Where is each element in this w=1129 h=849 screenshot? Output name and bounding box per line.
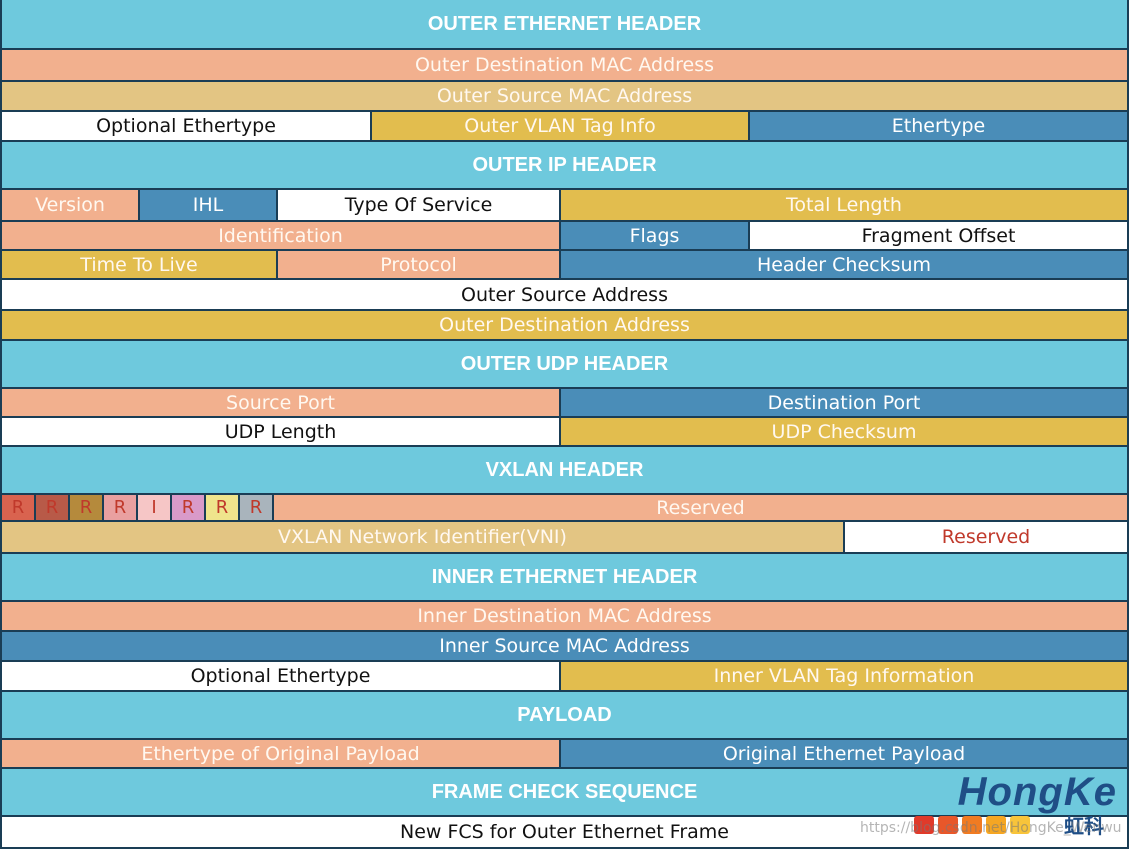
fcs-header-title: FRAME CHECK SEQUENCE: [2, 769, 1127, 815]
logo-square: [938, 816, 958, 834]
vxlan-flag-r: R: [36, 495, 70, 520]
logo-square: [1010, 816, 1030, 834]
vxlan-flag-r: R: [2, 495, 36, 520]
inner-ethernet-header-title: INNER ETHERNET HEADER: [2, 554, 1127, 600]
ip-version-row: Version IHL Type Of Service Total Length: [2, 190, 1127, 220]
watermark-url: https://blog.csdn.net/HongKe_Wenwu: [860, 820, 1122, 836]
payload-header-title: PAYLOAD: [2, 692, 1127, 738]
outer-dest-mac-row: Outer Destination MAC Address: [2, 50, 1127, 80]
vxlan-reserved-2-field: Reserved: [845, 522, 1127, 552]
vxlan-vni-field: VXLAN Network Identifier(VNI): [2, 522, 845, 552]
payload-header-row: PAYLOAD: [2, 692, 1127, 738]
ip-identification-row: Identification Flags Fragment Offset: [2, 222, 1127, 249]
ip-version-field: Version: [2, 190, 140, 220]
vxlan-header-title: VXLAN HEADER: [2, 447, 1127, 493]
vxlan-header-row: VXLAN HEADER: [2, 447, 1127, 493]
ip-ihl-field: IHL: [140, 190, 278, 220]
logo-color-squares: [914, 816, 1030, 834]
logo-square: [914, 816, 934, 834]
outer-ip-header-row: OUTER IP HEADER: [2, 142, 1127, 188]
ip-ttl-row: Time To Live Protocol Header Checksum: [2, 251, 1127, 278]
outer-ip-header-title: OUTER IP HEADER: [2, 142, 1127, 188]
outer-vlan-tag-field: Outer VLAN Tag Info: [372, 112, 750, 140]
payload-ethertype-field: Ethertype of Original Payload: [2, 740, 561, 767]
inner-optional-ethertype-field: Optional Ethertype: [2, 662, 561, 690]
udp-src-port-field: Source Port: [2, 389, 561, 416]
vxlan-reserved-field: Reserved: [274, 495, 1127, 520]
vxlan-vni-row: VXLAN Network Identifier(VNI) Reserved: [2, 522, 1127, 552]
ip-protocol-field: Protocol: [278, 251, 561, 278]
outer-optional-ethertype-field: Optional Ethertype: [2, 112, 372, 140]
outer-udp-header-title: OUTER UDP HEADER: [2, 341, 1127, 387]
fcs-header-row: FRAME CHECK SEQUENCE: [2, 769, 1127, 815]
ip-flags-field: Flags: [561, 222, 750, 249]
vxlan-flags-row: R R R R I R R R Reserved: [2, 495, 1127, 520]
inner-src-mac-row: Inner Source MAC Address: [2, 632, 1127, 660]
ip-header-checksum-field: Header Checksum: [561, 251, 1127, 278]
outer-src-mac-row: Outer Source MAC Address: [2, 82, 1127, 110]
inner-ethertype-row: Optional Ethertype Inner VLAN Tag Inform…: [2, 662, 1127, 690]
inner-ethernet-header-row: INNER ETHERNET HEADER: [2, 554, 1127, 600]
logo-text: HongKe: [957, 770, 1117, 814]
ip-src-addr-field: Outer Source Address: [2, 280, 1127, 309]
ip-src-addr-row: Outer Source Address: [2, 280, 1127, 309]
ip-dst-addr-field: Outer Destination Address: [2, 311, 1127, 339]
udp-length-field: UDP Length: [2, 418, 561, 445]
logo-square: [986, 816, 1006, 834]
outer-src-mac-field: Outer Source MAC Address: [2, 82, 1127, 110]
ip-ttl-field: Time To Live: [2, 251, 278, 278]
original-payload-field: Original Ethernet Payload: [561, 740, 1127, 767]
vxlan-flag-r: R: [240, 495, 274, 520]
outer-dest-mac-field: Outer Destination MAC Address: [2, 50, 1127, 80]
outer-ethernet-header-title: OUTER ETHERNET HEADER: [2, 0, 1127, 48]
inner-dest-mac-field: Inner Destination MAC Address: [2, 602, 1127, 630]
vxlan-flag-r: R: [206, 495, 240, 520]
vxlan-flag-r: R: [172, 495, 206, 520]
payload-row: Ethertype of Original Payload Original E…: [2, 740, 1127, 767]
logo-square: [962, 816, 982, 834]
ip-identification-field: Identification: [2, 222, 561, 249]
outer-ethernet-header-row: OUTER ETHERNET HEADER: [2, 0, 1127, 48]
udp-ports-row: Source Port Destination Port: [2, 389, 1127, 416]
ip-tos-field: Type Of Service: [278, 190, 561, 220]
logo-chinese-text: 虹科: [1064, 814, 1104, 838]
outer-udp-header-row: OUTER UDP HEADER: [2, 341, 1127, 387]
outer-ethertype-field: Ethertype: [750, 112, 1127, 140]
vxlan-flag-r: R: [70, 495, 104, 520]
vxlan-flag-i: I: [138, 495, 172, 520]
udp-dst-port-field: Destination Port: [561, 389, 1127, 416]
vxlan-flag-r: R: [104, 495, 138, 520]
inner-src-mac-field: Inner Source MAC Address: [2, 632, 1127, 660]
ip-dst-addr-row: Outer Destination Address: [2, 311, 1127, 339]
ip-total-length-field: Total Length: [561, 190, 1127, 220]
ip-fragment-offset-field: Fragment Offset: [750, 222, 1127, 249]
inner-vlan-tag-field: Inner VLAN Tag Information: [561, 662, 1127, 690]
hongke-logo: HongKe 虹科: [912, 770, 1122, 844]
outer-ethertype-row: Optional Ethertype Outer VLAN Tag Info E…: [2, 112, 1127, 140]
inner-dest-mac-row: Inner Destination MAC Address: [2, 602, 1127, 630]
udp-length-row: UDP Length UDP Checksum: [2, 418, 1127, 445]
udp-checksum-field: UDP Checksum: [561, 418, 1127, 445]
